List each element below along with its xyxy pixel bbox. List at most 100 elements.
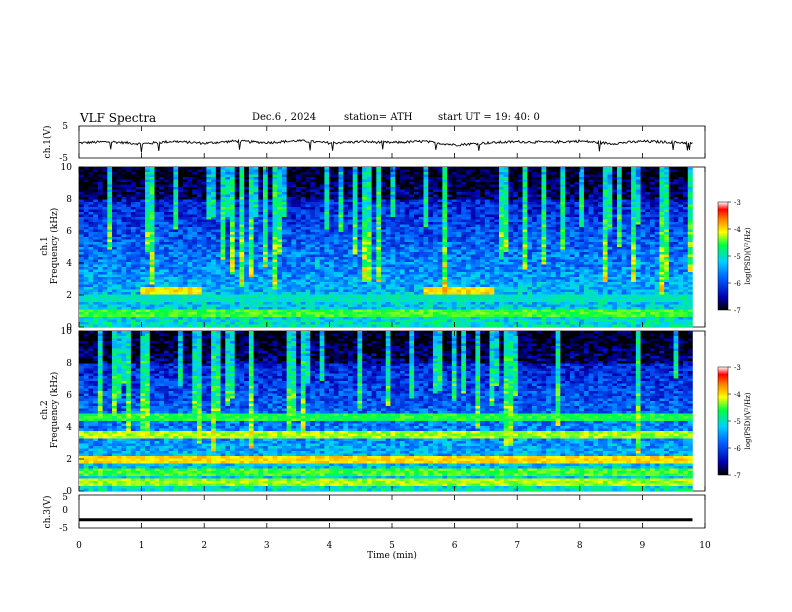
spec1-cell (272, 177, 277, 180)
spec1-cell (617, 192, 622, 195)
spec1-cell (140, 177, 145, 180)
spec1-cell (188, 190, 193, 193)
spec1-cell (589, 172, 594, 175)
spec1-cell (409, 167, 414, 170)
spec1-cell (641, 180, 646, 183)
spec1-cell (145, 192, 150, 195)
spec1-cell (645, 187, 650, 190)
spec1-cell (461, 167, 466, 170)
spec1-cell (400, 175, 405, 178)
spec1-cell (188, 185, 193, 188)
spec1-cell (674, 180, 679, 183)
spec1-cell (324, 167, 329, 170)
spec1-cell (348, 190, 353, 193)
spec1-cell (216, 177, 221, 180)
spec1-cell (291, 167, 296, 170)
spec1-cell (390, 190, 395, 193)
spec1-cell (428, 192, 433, 195)
spec1-cell (645, 182, 650, 185)
spec1-cell (565, 185, 570, 188)
spec1-cell (244, 192, 249, 195)
spec1-cell (565, 167, 570, 170)
spec1-cell (221, 180, 226, 183)
spec1-cell (107, 185, 112, 188)
spec1-cell (659, 192, 664, 195)
spec1-cell (395, 180, 400, 183)
spec1-cell (211, 187, 216, 190)
spec1-cell (678, 182, 683, 185)
spec1-cell (150, 180, 155, 183)
spec1-cell (348, 177, 353, 180)
spec1-cell (405, 172, 410, 175)
spec1-cell (287, 170, 292, 173)
spec1-cell (117, 185, 122, 188)
spec1-cell (178, 180, 183, 183)
spec1-cell (400, 190, 405, 193)
spec1-cell (475, 170, 480, 173)
spec1-cell (664, 172, 669, 175)
spec1-cell (112, 195, 117, 198)
spec1-cell (471, 172, 476, 175)
spec1-cell (626, 172, 631, 175)
spec1-cell (155, 170, 160, 173)
spec1-cell (499, 190, 504, 193)
spec1-cell (584, 167, 589, 170)
spec1-cell (626, 195, 631, 198)
spec1-cell (405, 170, 410, 173)
spec1-cell (565, 195, 570, 198)
spec1-cell (537, 185, 542, 188)
spec1-cell (650, 175, 655, 178)
spec1-cell (589, 190, 594, 193)
spec1-cell (211, 192, 216, 195)
spec1-cell (339, 195, 344, 198)
spec1-cell (400, 192, 405, 195)
spec1-cell (442, 167, 447, 170)
spec1-cell (485, 180, 490, 183)
spec1-cell (475, 195, 480, 198)
spec1-cell (206, 180, 211, 183)
spec1-cell (79, 175, 84, 178)
spec1-cell (296, 182, 301, 185)
spec1-cell (107, 195, 112, 198)
spec1-cell (423, 180, 428, 183)
spec1-cell (103, 172, 108, 175)
spec1-cell (527, 187, 532, 190)
spec1-cell (471, 177, 476, 180)
spec1-cell (546, 177, 551, 180)
spec1-cell (103, 192, 108, 195)
spec1-cell (386, 185, 391, 188)
spec1-cell (107, 190, 112, 193)
spec1-cell (641, 190, 646, 193)
spec1-cell (447, 170, 452, 173)
spec1-cell (339, 192, 344, 195)
spec1-cell (121, 190, 126, 193)
spec1-cell (343, 170, 348, 173)
spec1-cell (447, 185, 452, 188)
spec1-cell (376, 167, 381, 170)
spec1-cell (306, 172, 311, 175)
spec1-cell (513, 172, 518, 175)
spec1-cell (400, 195, 405, 198)
spec1-cell (622, 167, 627, 170)
spec1-cell (457, 195, 462, 198)
spec1-cell (513, 175, 518, 178)
spec1-cell (490, 170, 495, 173)
spec1-cell (79, 170, 84, 173)
spec1-cell (598, 170, 603, 173)
spec1-cell (471, 187, 476, 190)
spec1-cell (688, 175, 693, 178)
spec1-cell (475, 167, 480, 170)
spec1-cell (339, 185, 344, 188)
spec1-cell (315, 195, 320, 198)
spec1-cell (541, 170, 546, 173)
spec1-cell (258, 167, 263, 170)
spec1-cell (244, 187, 249, 190)
spec1-cell (216, 190, 221, 193)
spec1-cell (263, 192, 268, 195)
spec1-cell (315, 187, 320, 190)
spec1-cell (584, 172, 589, 175)
spec1-cell (258, 187, 263, 190)
spec1-cell (560, 190, 565, 193)
spec1-cell (414, 185, 419, 188)
spec1-cell (140, 182, 145, 185)
